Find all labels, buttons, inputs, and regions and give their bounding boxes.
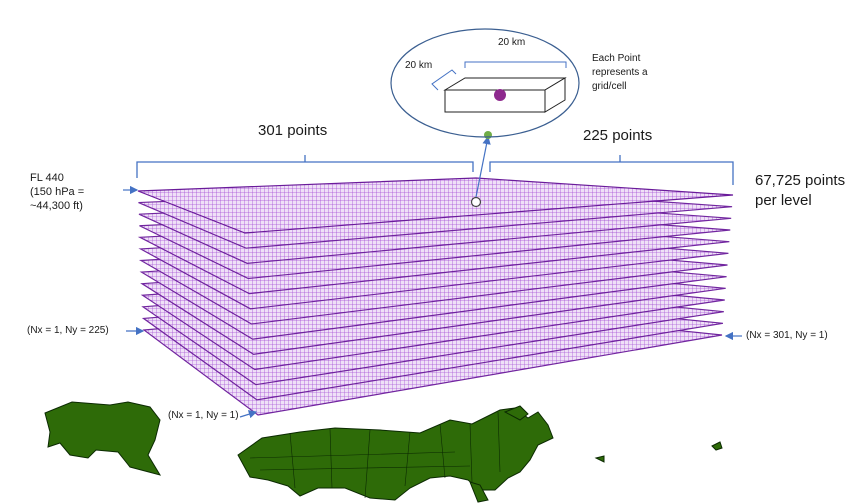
grid-cell-note-line: Each Point [592,53,641,64]
y-points-bracket [489,161,734,185]
alaska-shape [44,401,162,476]
grid-level-layer [137,177,734,234]
width-bracket [431,69,457,91]
maine-shape [503,405,529,421]
grid-cell-point [494,89,506,101]
length-label: 20 km [498,37,526,48]
island-shape [594,455,605,463]
right-corner-label: (Nx = 301, Ny = 1) [746,330,828,341]
island-shape [711,441,723,451]
grid-cell-note-line: represents a [592,67,648,78]
us-map [44,401,723,503]
flight-level-line: (150 hPa = [30,186,85,198]
state-borders [249,411,501,499]
front-corner-arrow [239,410,258,419]
flight-level-label: FL 440 (150 hPa = ~44,300 ft) [30,171,84,213]
x-points-bracket [136,161,474,178]
flight-level-line: FL 440 [30,172,64,184]
callout-leader-line [475,135,491,198]
callout-anchor-dot [484,131,492,139]
selected-point-marker [470,196,482,208]
grid-cell-note: Each Point represents a grid/cell [592,52,648,94]
points-per-level-label: 67,725 points per level [755,171,845,211]
front-corner-label: (Nx = 1, Ny = 1) [168,410,239,421]
florida-shape [469,481,489,503]
points-per-level-line: per level [755,192,812,209]
x-points-label: 301 points [258,122,328,139]
callout-ellipse [390,28,580,138]
left-corner-label: (Nx = 1, Ny = 225) [27,325,109,336]
length-bracket [464,61,567,68]
grid-cell-note-line: grid/cell [592,81,627,92]
width-label: 20 km [405,60,433,71]
grid-levels [137,177,734,416]
flight-level-line: ~44,300 ft) [30,200,83,212]
points-per-level-line: 67,725 points [755,172,846,189]
y-points-label: 225 points [583,127,653,144]
grid-cell-box [443,77,567,113]
